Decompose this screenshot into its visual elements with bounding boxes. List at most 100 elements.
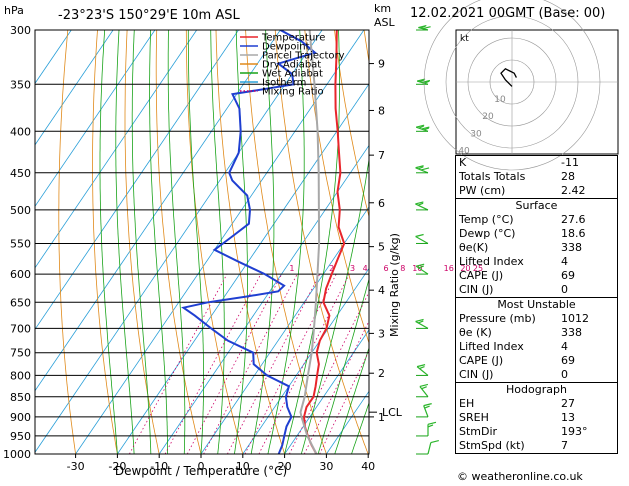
mixing-ratio-label: 2 bbox=[329, 264, 334, 273]
wind-barb-flag bbox=[419, 383, 429, 388]
pressure-unit: hPa bbox=[4, 4, 24, 17]
wind-barb-flag bbox=[416, 364, 426, 368]
temperature-tick-label: -10 bbox=[150, 460, 168, 473]
height-tick-label: 2 bbox=[378, 367, 385, 380]
pressure-tick-label: 500 bbox=[10, 204, 31, 217]
wind-barb-flag bbox=[416, 263, 425, 267]
surface-label: Temp (°C) bbox=[459, 213, 514, 226]
surface-box: Surface Temp (°C) 27.6 Dewp (°C) 18.6 θe(K) 3… bbox=[455, 198, 618, 298]
wet-adiabat-line bbox=[99, 30, 118, 454]
hodograph-param-value: 13 bbox=[561, 411, 575, 424]
index-row: K -11 bbox=[456, 156, 617, 170]
height-tick-label: 1 bbox=[378, 411, 385, 424]
hodograph-param-row: StmSpd (kt) 7 bbox=[456, 439, 617, 453]
pressure-tick-label: 750 bbox=[10, 347, 31, 360]
wind-barb bbox=[415, 263, 429, 275]
index-value: 28 bbox=[561, 170, 575, 183]
lcl-label: LCL bbox=[382, 406, 403, 419]
wind-barb bbox=[423, 403, 432, 418]
hodograph-ring bbox=[423, 0, 601, 171]
pressure-tick-label: 600 bbox=[10, 268, 31, 281]
wind-barb-flag bbox=[423, 403, 432, 407]
pressure-tick-label: 450 bbox=[10, 167, 31, 180]
plot-frame bbox=[34, 29, 370, 455]
index-label: Totals Totals bbox=[459, 170, 526, 183]
surface-value: 338 bbox=[561, 241, 582, 254]
most-unstable-label: Pressure (mb) bbox=[459, 312, 536, 325]
wind-barb-flag bbox=[421, 386, 427, 390]
wind-barbs bbox=[415, 25, 439, 455]
dewpoint-trace bbox=[181, 30, 318, 454]
mixing-ratio-label: 20 bbox=[460, 264, 470, 273]
mixing-ratio-label: 4 bbox=[363, 264, 368, 273]
surface-value: 69 bbox=[561, 269, 575, 282]
stability-panel: K -11 Totals Totals 28 PW (cm) 2.42 Surface T… bbox=[455, 155, 618, 454]
surface-value: 18.6 bbox=[561, 227, 586, 240]
hodograph-ring bbox=[489, 59, 535, 105]
isotherm-line bbox=[284, 329, 369, 454]
pressure-tick-label: 700 bbox=[10, 322, 31, 335]
wind-barb-flag bbox=[421, 79, 431, 84]
wind-barb bbox=[415, 318, 429, 329]
index-label: K bbox=[459, 156, 467, 169]
hodograph-param-label: StmDir bbox=[459, 425, 498, 438]
hodograph-param-value: 193° bbox=[561, 425, 588, 438]
wind-barb-flag bbox=[427, 424, 434, 428]
surface-value: 4 bbox=[561, 255, 568, 268]
most-unstable-row: CAPE (J) 69 bbox=[456, 354, 617, 368]
height-tick-label: 3 bbox=[378, 327, 385, 340]
surface-row: θe(K) 338 bbox=[456, 241, 617, 255]
legend-label: Parcel Trajectory bbox=[262, 51, 345, 62]
most-unstable-value: 1012 bbox=[561, 312, 589, 325]
surface-label: Lifted Index bbox=[459, 255, 524, 268]
mixing-ratio-label: 25 bbox=[473, 264, 483, 273]
wind-barb-flag bbox=[427, 421, 437, 425]
wet-adiabat-line bbox=[317, 277, 369, 454]
wind-barb-flag bbox=[422, 26, 431, 30]
wind-barb-flag bbox=[418, 320, 424, 324]
hodograph-trace bbox=[500, 68, 517, 87]
wind-barb-flag bbox=[420, 167, 430, 171]
surface-title: Surface bbox=[515, 199, 558, 212]
most-unstable-label: CIN (J) bbox=[459, 368, 494, 381]
wet-adiabat-line bbox=[167, 30, 186, 454]
km-unit: km bbox=[374, 2, 391, 15]
temperature-tick-label: 0 bbox=[198, 460, 205, 473]
isotherm-line bbox=[35, 30, 323, 453]
height-tick-label: 7 bbox=[378, 149, 385, 162]
wind-barb bbox=[415, 124, 430, 132]
wind-barb-flag bbox=[415, 233, 424, 238]
hodograph-frame bbox=[455, 29, 619, 155]
pressure-tick-label: 550 bbox=[10, 237, 31, 250]
temperature-tick-label: 30 bbox=[319, 460, 333, 473]
legend-label: Temperature bbox=[261, 33, 325, 44]
most-unstable-title: Most Unstable bbox=[497, 298, 576, 311]
most-unstable-label: θe (K) bbox=[459, 326, 492, 339]
wind-barb-staff bbox=[415, 320, 429, 329]
temperature-tick-label: -30 bbox=[67, 460, 85, 473]
surface-row: CIN (J) 0 bbox=[456, 283, 617, 297]
mixing-ratio-label: 3 bbox=[350, 264, 355, 273]
wind-barb-flag bbox=[415, 318, 424, 323]
wet-adiabat-line bbox=[334, 346, 369, 454]
temperature-tick-label: 20 bbox=[278, 460, 292, 473]
surface-row: CAPE (J) 69 bbox=[456, 269, 617, 283]
wind-barb-flag bbox=[418, 125, 424, 129]
wind-barb-flag bbox=[419, 79, 425, 83]
isotherm-line bbox=[35, 30, 198, 269]
isotherm-line bbox=[35, 30, 156, 208]
dry-adiabat-line bbox=[58, 30, 76, 454]
isotherm-line bbox=[158, 144, 369, 454]
legend-label: Mixing Ratio bbox=[262, 87, 324, 98]
pressure-tick-label: 950 bbox=[10, 430, 31, 443]
wind-barb-flag bbox=[416, 124, 425, 128]
surface-label: CIN (J) bbox=[459, 283, 494, 296]
height-tick-label: 5 bbox=[378, 241, 385, 254]
mixing-ratio-label: 16 bbox=[444, 264, 454, 273]
wet-adiabat-line bbox=[210, 30, 225, 454]
surface-row: Dewp (°C) 18.6 bbox=[456, 227, 617, 241]
wind-barb-flag bbox=[415, 201, 424, 205]
most-unstable-value: 69 bbox=[561, 354, 575, 367]
hodograph-param-value: 7 bbox=[561, 439, 568, 452]
